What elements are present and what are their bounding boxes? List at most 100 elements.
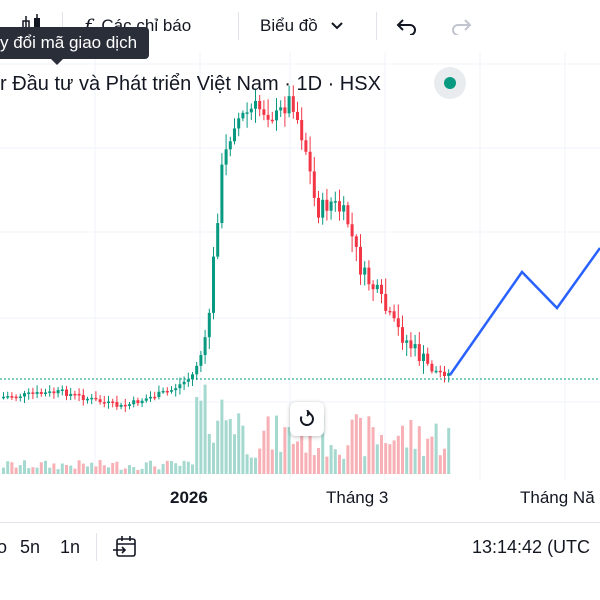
toolbar-divider: [376, 12, 377, 40]
undo-icon[interactable]: [396, 0, 418, 52]
volume-bar: [48, 467, 52, 474]
forecast-line: [448, 247, 600, 376]
candle-body: [291, 96, 295, 112]
volume-bar: [237, 413, 241, 474]
candle-body: [52, 391, 56, 394]
price-chart[interactable]: [0, 52, 600, 480]
candle-body: [312, 171, 316, 198]
volume-bar: [338, 454, 341, 474]
candle-body: [245, 112, 249, 114]
volume-bar: [18, 465, 22, 474]
candle-body: [241, 112, 245, 119]
volume-bar: [417, 426, 421, 474]
candle-body: [44, 392, 47, 394]
candle-body: [107, 401, 110, 404]
candle-body: [237, 118, 241, 129]
symbol-legend[interactable]: r Đầu tư và Phát triển Việt Nam · 1D · H…: [0, 66, 381, 102]
volume-bar: [149, 460, 152, 474]
volume-bar: [434, 423, 438, 474]
volume-bar: [291, 443, 295, 474]
candle-body: [18, 396, 22, 398]
range-button-1n[interactable]: 1n: [60, 536, 81, 557]
candle-body: [426, 353, 430, 364]
volume-bar: [115, 461, 119, 474]
volume-bar: [308, 417, 312, 474]
volume-bar: [56, 469, 60, 474]
candle-body: [220, 164, 224, 224]
redo-icon[interactable]: [450, 0, 472, 52]
toolbar-divider: [62, 12, 63, 40]
volume-bar: [60, 463, 64, 474]
chevron-down-icon: [330, 22, 343, 30]
chart-type-label: Biểu đồ: [260, 16, 318, 35]
candle-body: [203, 337, 207, 356]
candle-body: [367, 267, 371, 285]
candle-body: [186, 379, 190, 382]
volume-bar: [224, 420, 228, 474]
candle-body: [31, 392, 35, 394]
candle-body: [10, 396, 14, 398]
volume-bar: [128, 465, 131, 474]
market-status-indicator[interactable]: [434, 67, 466, 99]
volume-bar: [354, 414, 358, 474]
volume-bar: [317, 448, 320, 474]
volume-bar: [384, 443, 388, 474]
volume-bar: [405, 447, 409, 474]
candle-body: [283, 107, 287, 114]
candle-body: [132, 400, 136, 405]
candle-body: [296, 111, 299, 121]
date-range-icon[interactable]: [113, 523, 139, 571]
candle-body: [233, 128, 236, 142]
candle-body: [161, 390, 165, 393]
candle-body: [60, 389, 64, 391]
volume-bar: [443, 448, 446, 474]
clock-display[interactable]: 13:14:42 (UTC: [472, 536, 591, 557]
volume-bar: [430, 436, 434, 474]
reset-chart-button[interactable]: [290, 402, 324, 436]
candle-body: [304, 140, 308, 152]
volume-bar: [333, 449, 337, 474]
volume-bar: [262, 430, 266, 474]
candle-body: [388, 310, 392, 313]
candle-body: [371, 284, 375, 290]
volume-bar: [363, 456, 367, 474]
tooltip: y đổi mã giao dịch: [0, 27, 150, 59]
candle-body: [111, 401, 115, 404]
candle-body: [98, 399, 102, 403]
candle-body: [86, 398, 89, 401]
time-axis[interactable]: 2026 Tháng 3 Tháng Nă: [0, 480, 600, 518]
candle-body: [342, 205, 346, 212]
volume-bar: [157, 469, 161, 474]
candle-body: [144, 398, 148, 401]
volume-bar: [228, 418, 232, 474]
volume-bar: [86, 466, 89, 474]
candle-body: [401, 327, 404, 343]
volume-bar: [249, 457, 253, 474]
candle-body: [56, 390, 60, 394]
volume-bar: [27, 468, 31, 474]
volume-bar: [140, 468, 144, 474]
candle-body: [157, 391, 161, 398]
candle-body: [165, 390, 169, 393]
volume-bar: [119, 469, 123, 474]
volume-bar: [153, 466, 157, 474]
time-label-2026: 2026: [170, 488, 208, 507]
chart-type-button[interactable]: Biểu đồ: [260, 0, 344, 52]
volume-bar: [191, 464, 194, 474]
time-label-march: Tháng 3: [326, 488, 389, 507]
volume-bar: [359, 417, 362, 474]
volume-bar: [342, 458, 346, 474]
candle-body: [115, 401, 119, 407]
volume-bar: [258, 448, 262, 474]
candle-body: [216, 223, 220, 257]
symbol-title: r Đầu tư và Phát triển Việt Nam · 1D · H…: [0, 72, 381, 95]
volume-bar: [279, 451, 283, 474]
candle-body: [14, 396, 18, 399]
candle-body: [346, 205, 350, 225]
range-button-5n[interactable]: 5n: [20, 536, 41, 557]
candle-body: [338, 201, 341, 212]
volume-bar: [182, 460, 186, 474]
volume-bar: [178, 465, 182, 474]
volume-bar: [304, 452, 308, 474]
range-button-partial[interactable]: o: [0, 536, 8, 557]
